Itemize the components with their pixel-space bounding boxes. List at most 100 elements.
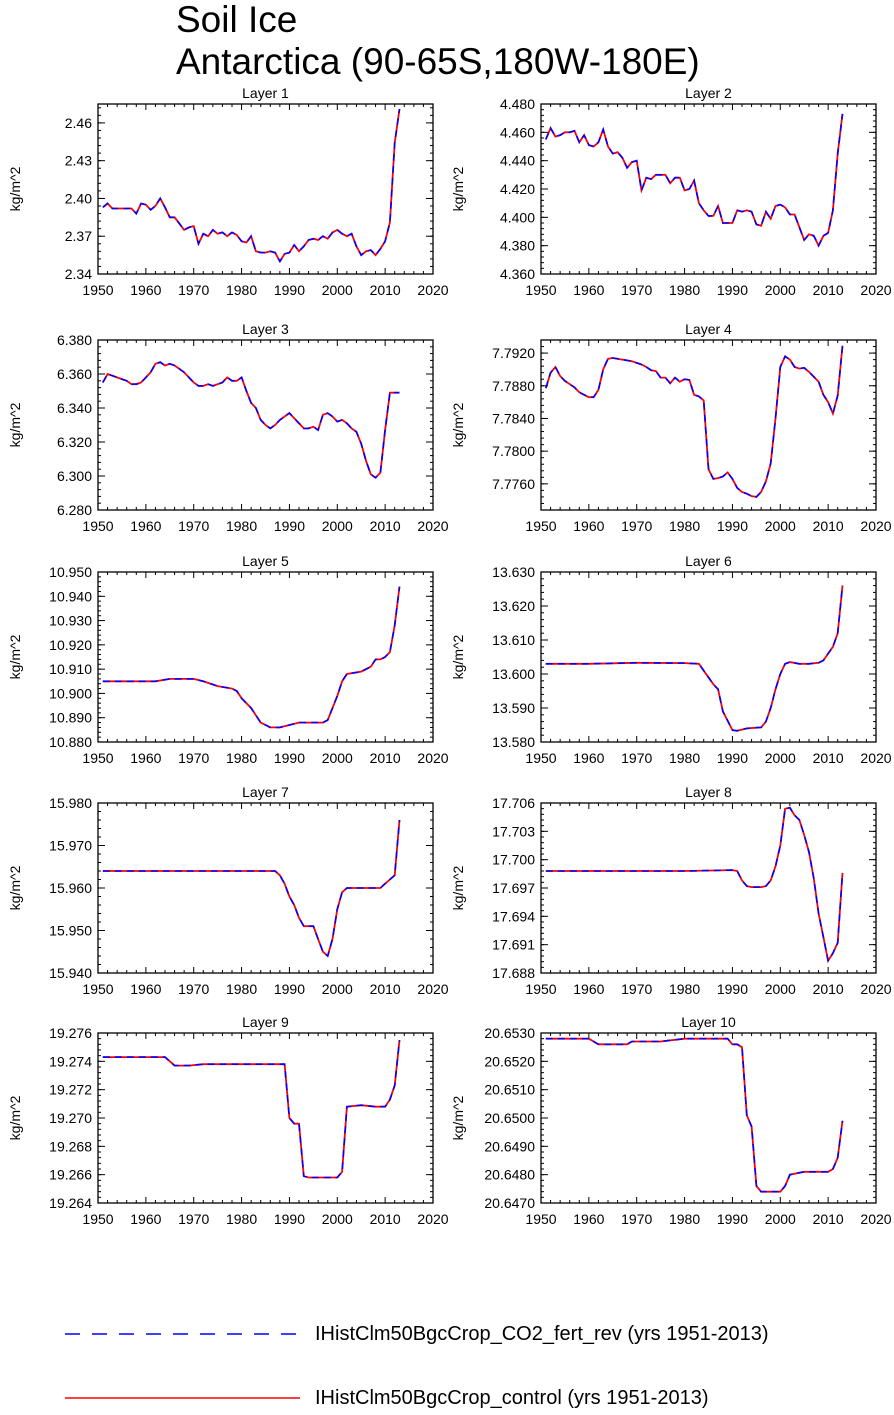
y-tick-label: 10.900	[49, 685, 92, 701]
y-tick-label: 19.268	[49, 1138, 92, 1154]
series-line-control	[102, 1040, 401, 1179]
y-tick-label: 20.6530	[484, 1025, 535, 1041]
panel-title: Layer 6	[685, 553, 732, 569]
x-tick-label: 1950	[82, 518, 113, 534]
x-tick-label: 1960	[573, 1211, 604, 1227]
x-tick-label: 1990	[717, 1211, 748, 1227]
x-tick-label: 2020	[860, 282, 891, 298]
x-tick-label: 2010	[813, 750, 844, 766]
y-tick-label: 13.610	[492, 632, 535, 648]
y-tick-label: 4.360	[500, 266, 535, 282]
x-tick-label: 2000	[322, 1211, 353, 1227]
x-tick-label: 1970	[178, 518, 209, 534]
x-tick-label: 2000	[322, 518, 353, 534]
x-tick-label: 1960	[573, 981, 604, 997]
plot-frame	[97, 571, 434, 743]
y-tick-label: 2.37	[65, 228, 92, 244]
x-tick-label: 1980	[669, 518, 700, 534]
y-tick-label: 17.700	[492, 852, 535, 868]
x-tick-label: 2000	[765, 282, 796, 298]
x-tick-label: 1980	[669, 1211, 700, 1227]
y-axis-label: kg/m^2	[7, 402, 23, 447]
legend-label-co2-fert-rev: IHistClm50BgcCrop_CO2_fert_rev (yrs 1951…	[315, 1323, 769, 1345]
y-tick-label: 20.6520	[484, 1053, 535, 1069]
x-tick-label: 1960	[130, 518, 161, 534]
chart-panel-layer-9: Layer 9 kg/m^2 1950 1960 1970 1980 1990 2000 201…	[7, 1014, 449, 1227]
x-tick-label: 2020	[860, 750, 891, 766]
x-tick-label: 1990	[717, 282, 748, 298]
y-tick-label: 10.880	[49, 734, 92, 750]
y-tick-label: 19.272	[49, 1082, 92, 1098]
x-tick-label: 1970	[178, 1211, 209, 1227]
x-tick-label: 2020	[417, 518, 448, 534]
x-tick-label: 1950	[82, 750, 113, 766]
y-tick-label: 13.620	[492, 598, 535, 614]
series-line-co2-fert-rev	[545, 806, 844, 963]
chart-panel-layer-1: Layer 1 kg/m^2 1950 1960 1970 1980 1990 2000 201…	[7, 85, 449, 298]
y-tick-label: 20.6480	[484, 1167, 535, 1183]
series-line-co2-fert-rev	[545, 345, 844, 498]
y-tick-label: 10.890	[49, 710, 92, 726]
panel-title: Layer 9	[242, 1014, 289, 1030]
y-tick-label: 10.910	[49, 661, 92, 677]
series-line-control	[102, 108, 401, 264]
series-line-co2-fert-rev	[102, 819, 401, 958]
y-tick-label: 4.440	[500, 153, 535, 169]
chart-panel-layer-2: Layer 2 kg/m^2 1950 1960 1970 1980 1990 2000 201…	[450, 85, 892, 298]
chart-panel-layer-5: Layer 5 kg/m^2 1950 1960 1970 1980 1990 2000 201…	[7, 553, 449, 766]
y-tick-label: 19.270	[49, 1110, 92, 1126]
y-axis-label: kg/m^2	[7, 865, 23, 910]
y-tick-label: 4.480	[500, 96, 535, 112]
series-line-co2-fert-rev	[545, 585, 844, 732]
plot-frame	[540, 1032, 877, 1204]
x-tick-label: 2000	[765, 750, 796, 766]
x-tick-label: 1960	[130, 750, 161, 766]
plot-frame	[97, 339, 434, 511]
y-tick-label: 2.34	[65, 266, 92, 282]
x-tick-label: 1970	[621, 750, 652, 766]
series-line-control	[102, 586, 401, 729]
x-tick-label: 2010	[813, 981, 844, 997]
y-axis-label: kg/m^2	[450, 402, 466, 447]
y-tick-label: 19.274	[49, 1053, 92, 1069]
panel-title: Layer 7	[242, 784, 289, 800]
series-line-control	[545, 806, 844, 964]
series-line-control	[102, 819, 401, 958]
chart-panel-layer-7: Layer 7 kg/m^2 1950 1960 1970 1980 1990 2000 201…	[7, 784, 449, 997]
series-line-co2-fert-rev	[102, 586, 401, 729]
x-tick-label: 2010	[370, 518, 401, 534]
plot-frame	[97, 1032, 434, 1204]
y-tick-label: 13.590	[492, 700, 535, 716]
y-tick-label: 4.420	[500, 181, 535, 197]
x-tick-label: 1980	[226, 750, 257, 766]
y-tick-label: 2.43	[65, 153, 92, 169]
x-tick-label: 2010	[813, 282, 844, 298]
y-tick-label: 4.380	[500, 238, 535, 254]
y-tick-label: 6.360	[57, 366, 92, 382]
x-tick-label: 1960	[130, 282, 161, 298]
y-tick-label: 20.6500	[484, 1110, 535, 1126]
panel-title: Layer 10	[681, 1014, 736, 1030]
chart-panel-layer-10: Layer 10 kg/m^2 1950 1960 1970 1980 1990 2000 20…	[450, 1014, 892, 1227]
x-tick-label: 1950	[82, 282, 113, 298]
panel-title: Layer 1	[242, 85, 289, 101]
x-tick-label: 1980	[669, 282, 700, 298]
x-tick-label: 1990	[274, 282, 305, 298]
y-axis-label: kg/m^2	[7, 634, 23, 679]
y-tick-label: 15.970	[49, 838, 92, 854]
y-tick-label: 17.706	[492, 795, 535, 811]
x-tick-label: 2010	[370, 750, 401, 766]
x-tick-label: 1970	[621, 1211, 652, 1227]
y-tick-label: 20.6510	[484, 1082, 535, 1098]
y-tick-label: 4.400	[500, 209, 535, 225]
y-axis-label: kg/m^2	[7, 166, 23, 211]
x-tick-label: 2020	[860, 981, 891, 997]
x-tick-label: 2010	[813, 518, 844, 534]
plot-frame	[97, 802, 434, 974]
x-tick-label: 1950	[82, 981, 113, 997]
x-tick-label: 2000	[322, 981, 353, 997]
panel-title: Layer 8	[685, 784, 732, 800]
legend-solid-line	[65, 1397, 300, 1399]
x-tick-label: 2000	[765, 1211, 796, 1227]
